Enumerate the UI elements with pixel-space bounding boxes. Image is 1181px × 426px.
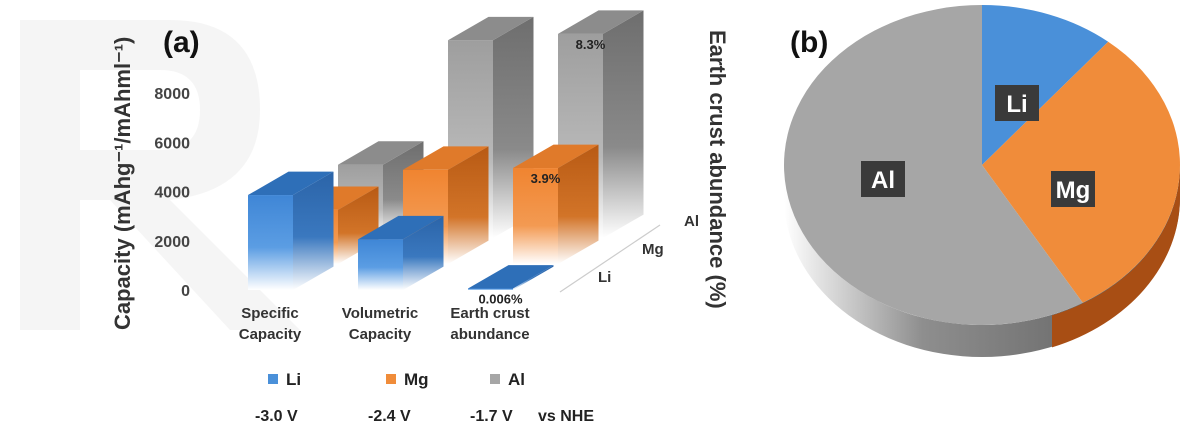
bar-mg-3: 3.9% [513,144,599,264]
depth-label-al: Al [684,213,699,230]
depth-axis-line [559,224,661,293]
y-tick-label: 6000 [154,135,190,152]
data-label-al: 8.3% [576,37,606,52]
legend: Li Mg Al -3.0 V -2.4 V -1.7 V vs NHE [255,370,594,425]
legend-voltage-1: -3.0 V [255,408,298,425]
category-labels: Specific Capacity Volumetric Capacity Earth … [239,305,530,343]
legend-swatch-al [490,374,500,384]
y-axis-title: Capacity (mAhg⁻¹/mAhml⁻¹) [110,37,135,330]
category-label-2: Volumetric Capacity [342,305,418,343]
pie-label-box-li [995,85,1039,121]
legend-label-mg: Mg [404,370,429,389]
bar-li-1 [248,171,334,290]
pie-axis-title: Earth crust abundance (%) [705,30,730,309]
legend-reference: vs NHE [538,408,594,425]
category-label-1: Specific Capacity [239,305,302,343]
data-label-li: 0.006% [478,292,523,307]
bar-li-3: 0.006% [468,265,554,307]
legend-label-al: Al [508,370,525,389]
panel-b-label: (b) [790,26,828,59]
pie-label-li: Li [1006,91,1027,118]
y-tick-label: 0 [181,283,190,300]
pie-rim-mg [1052,165,1181,348]
watermark [20,20,300,330]
panel-a-label: (a) [163,26,200,59]
y-tick-label: 2000 [154,234,190,251]
pie-chart-3d: Li Mg Al [783,5,1181,357]
pie-label-box-al [861,161,905,197]
bar-chart-3d: 8.3% 3.9% 0.006% [248,10,644,307]
pie-slice-li [982,5,1109,165]
pie-label-al: Al [871,167,895,194]
y-tick-label: 8000 [154,86,190,103]
y-axis-ticks: 0 2000 4000 6000 8000 [154,86,190,300]
data-label-mg: 3.9% [531,171,561,186]
legend-swatch-mg [386,374,396,384]
legend-swatch-li [268,374,278,384]
depth-label-mg: Mg [642,241,664,258]
bar-li-2 [358,215,444,290]
legend-voltage-2: -2.4 V [368,408,411,425]
depth-axis-labels: Li Mg Al [559,213,699,293]
pie-slice-al [783,5,1083,325]
pie-label-box-mg [1051,171,1095,207]
category-label-3: Earth crust abundance [450,305,529,343]
depth-label-li: Li [598,269,611,286]
pie-label-mg: Mg [1056,177,1091,204]
legend-voltage-3: -1.7 V [470,408,513,425]
legend-label-li: Li [286,370,301,389]
y-tick-label: 4000 [154,185,190,202]
